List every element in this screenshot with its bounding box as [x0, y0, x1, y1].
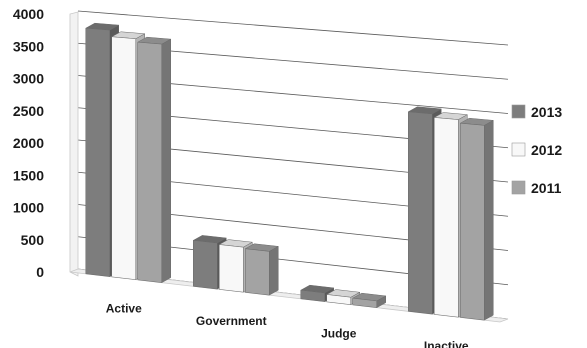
bar-front — [300, 289, 325, 302]
y-axis-ticks: 0 500 1000 1500 2000 2500 3000 3500 4000 — [13, 6, 44, 280]
legend-item: 2013 — [511, 104, 562, 120]
x-tick-label: Active — [106, 301, 142, 315]
legend-swatch — [511, 142, 526, 157]
bar-side — [269, 245, 279, 296]
bar-front — [352, 297, 377, 308]
bar — [244, 243, 280, 296]
bar-front — [460, 122, 485, 321]
bar-front — [85, 27, 110, 277]
bar — [136, 36, 172, 284]
bar-group — [407, 106, 495, 321]
bar-front — [245, 248, 270, 296]
y-tick-label: 500 — [21, 232, 45, 248]
gridline — [77, 10, 509, 46]
legend: 2013 2012 2011 — [511, 104, 562, 196]
y-tick-label: 3500 — [13, 38, 44, 54]
legend-item: 2012 — [511, 142, 562, 158]
bar-front — [111, 36, 136, 280]
x-tick-label: Inactive — [424, 339, 469, 348]
bar-front — [408, 111, 433, 315]
bar-side — [161, 38, 171, 284]
bar-front — [434, 117, 459, 318]
side-wall — [69, 11, 79, 277]
bar-side — [484, 119, 494, 321]
y-tick-label: 0 — [36, 264, 44, 280]
legend-label: 2012 — [531, 142, 562, 158]
bar — [351, 292, 387, 309]
x-tick-label: Judge — [321, 326, 357, 340]
bar-front — [326, 294, 351, 305]
bars — [84, 22, 495, 321]
y-tick-label: 1000 — [13, 200, 44, 216]
legend-swatch — [511, 104, 526, 119]
y-tick-label: 2500 — [13, 103, 44, 119]
x-tick-label: Government — [196, 314, 267, 328]
legend-label: 2013 — [531, 104, 562, 120]
bar-front — [193, 240, 218, 290]
legend-swatch — [511, 180, 526, 195]
bar — [459, 117, 495, 321]
bar-group — [192, 235, 280, 296]
bar-front — [219, 244, 244, 293]
y-tick-label: 3000 — [13, 71, 44, 87]
y-tick-label: 2000 — [13, 135, 44, 151]
x-axis-ticks: Active Government Judge Inactive — [106, 301, 469, 348]
y-tick-label: 4000 — [13, 6, 44, 22]
bar-front — [137, 41, 162, 283]
y-tick-label: 1500 — [13, 167, 44, 183]
bar-group — [299, 284, 387, 309]
legend-item: 2011 — [511, 180, 562, 196]
bar-group — [84, 22, 172, 284]
legend-label: 2011 — [531, 180, 562, 196]
